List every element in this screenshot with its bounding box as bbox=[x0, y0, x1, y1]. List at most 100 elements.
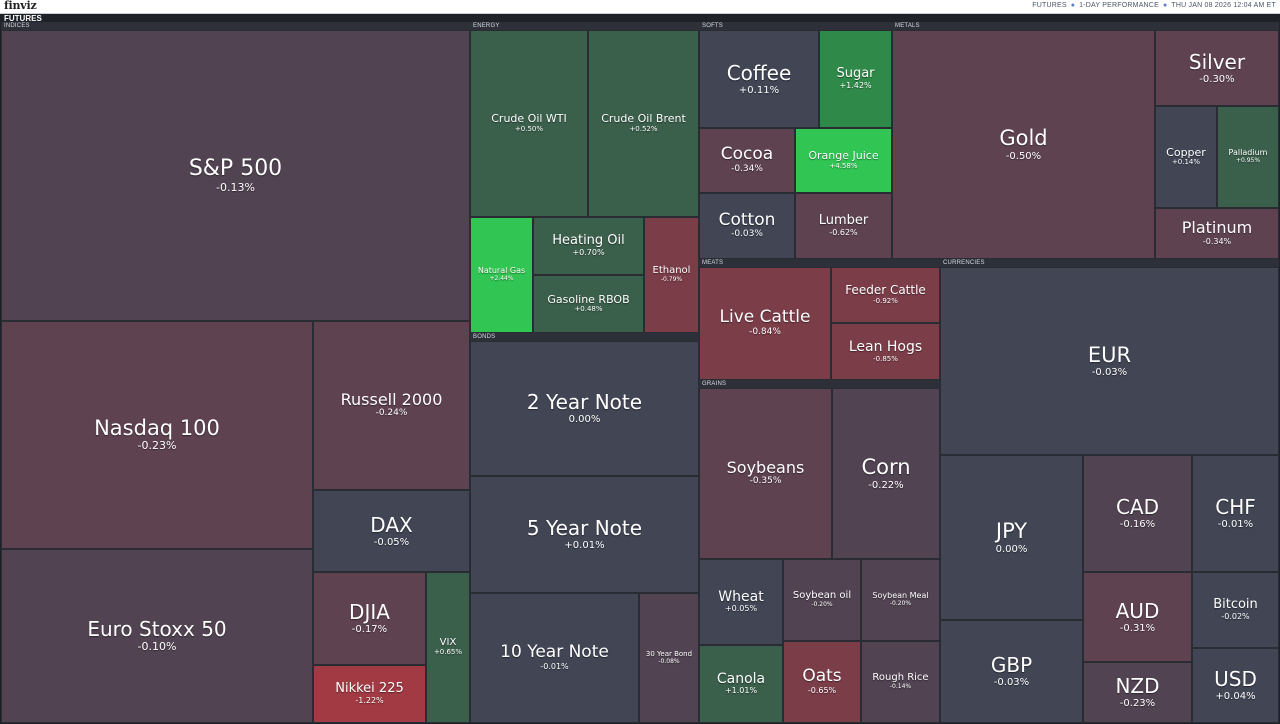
tile-name: 30 Year Bond bbox=[645, 649, 693, 658]
tile-change: +0.14% bbox=[1171, 158, 1201, 167]
tile-2-year-note[interactable]: 2 Year Note 0.00% bbox=[470, 341, 699, 476]
tile-name: Palladium bbox=[1228, 148, 1268, 157]
tile-crude-oil-wti[interactable]: Crude Oil WTI +0.50% bbox=[470, 30, 588, 217]
tile-name: AUD bbox=[1115, 598, 1160, 623]
finviz-logo[interactable]: finviz bbox=[4, 0, 37, 12]
tile-change: -0.85% bbox=[873, 354, 898, 363]
tile-name: Orange Juice bbox=[808, 149, 879, 163]
tile-jpy[interactable]: JPY 0.00% bbox=[940, 455, 1083, 620]
sector-header: GRAINS bbox=[702, 381, 727, 387]
tile-name: DJIA bbox=[349, 600, 390, 624]
tile-change: -0.10% bbox=[137, 639, 177, 653]
tile-name: Ethanol bbox=[652, 264, 691, 276]
tile-name: EUR bbox=[1087, 342, 1132, 367]
tile-bitcoin[interactable]: Bitcoin -0.02% bbox=[1192, 572, 1279, 648]
tile-change: -0.08% bbox=[658, 657, 680, 665]
tile-name: Wheat bbox=[718, 588, 764, 605]
tile-djia[interactable]: DJIA -0.17% bbox=[313, 572, 426, 665]
tile-soybeans[interactable]: Soybeans -0.35% bbox=[699, 388, 832, 559]
tile-crude-oil-brent[interactable]: Crude Oil Brent +0.52% bbox=[588, 30, 699, 217]
tile-name: Copper bbox=[1166, 145, 1206, 159]
tile-change: +2.44% bbox=[489, 275, 514, 283]
tile-cocoa[interactable]: Cocoa -0.34% bbox=[699, 128, 795, 193]
page-title: FUTURES bbox=[4, 14, 42, 23]
tile-usd[interactable]: USD +0.04% bbox=[1192, 648, 1279, 723]
tile-change: -0.01% bbox=[1217, 519, 1254, 530]
tile-change: -0.23% bbox=[1119, 698, 1156, 709]
tile-name: Gasoline RBOB bbox=[547, 292, 630, 306]
tile-change: -0.50% bbox=[1005, 150, 1042, 162]
tile-sp500[interactable]: S&P 500 -0.13% bbox=[1, 30, 470, 321]
tile-wheat[interactable]: Wheat +0.05% bbox=[699, 559, 783, 645]
tile-gold[interactable]: Gold -0.50% bbox=[892, 30, 1155, 259]
tile-name: NZD bbox=[1115, 674, 1160, 698]
tile-palladium[interactable]: Palladium +0.95% bbox=[1217, 106, 1279, 208]
tile-cad[interactable]: CAD -0.16% bbox=[1083, 455, 1192, 572]
tile-soybean-oil[interactable]: Soybean oil -0.20% bbox=[783, 559, 861, 641]
tile-change: +0.52% bbox=[629, 124, 658, 133]
tile-30-year-bond[interactable]: 30 Year Bond -0.08% bbox=[639, 593, 699, 723]
tile-change: -0.01% bbox=[540, 662, 569, 672]
tile-name: VIX bbox=[439, 636, 457, 648]
tile-change: +1.01% bbox=[724, 686, 758, 696]
tile-lumber[interactable]: Lumber -0.62% bbox=[795, 193, 892, 259]
tile-rough-rice[interactable]: Rough Rice -0.14% bbox=[861, 641, 940, 723]
tile-aud[interactable]: AUD -0.31% bbox=[1083, 572, 1192, 662]
tile-change: -0.16% bbox=[1119, 519, 1156, 530]
tile-change: +0.50% bbox=[514, 124, 544, 133]
tile-change: -0.92% bbox=[873, 296, 898, 305]
tile-10-year-note[interactable]: 10 Year Note -0.01% bbox=[470, 593, 639, 723]
tile-copper[interactable]: Copper +0.14% bbox=[1155, 106, 1217, 208]
tile-name: Feeder Cattle bbox=[845, 283, 926, 298]
tile-heating-oil[interactable]: Heating Oil +0.70% bbox=[533, 217, 644, 275]
tile-name: Russell 2000 bbox=[340, 389, 443, 409]
tile-change: -0.13% bbox=[216, 180, 255, 194]
tile-name: Soybean oil bbox=[792, 589, 852, 601]
tile-orange-juice[interactable]: Orange Juice +4.58% bbox=[795, 128, 892, 193]
sector-header: METALS bbox=[895, 23, 920, 29]
tile-oats[interactable]: Oats -0.65% bbox=[783, 641, 861, 723]
tile-dax[interactable]: DAX -0.05% bbox=[313, 490, 470, 572]
tile-natural-gas[interactable]: Natural Gas +2.44% bbox=[470, 217, 533, 333]
tile-platinum[interactable]: Platinum -0.34% bbox=[1155, 208, 1279, 259]
tile-soybean-meal[interactable]: Soybean Meal -0.20% bbox=[861, 559, 940, 641]
tile-name: CHF bbox=[1215, 495, 1256, 519]
sector-header: SOFTS bbox=[702, 23, 724, 29]
tile-corn[interactable]: Corn -0.22% bbox=[832, 388, 940, 559]
tile-name: Oats bbox=[802, 666, 842, 687]
tile-live-cattle[interactable]: Live Cattle -0.84% bbox=[699, 267, 831, 380]
tile-nzd[interactable]: NZD -0.23% bbox=[1083, 662, 1192, 723]
tile-name: Nikkei 225 bbox=[335, 681, 404, 697]
tile-change: +1.42% bbox=[839, 80, 872, 90]
tile-canola[interactable]: Canola +1.01% bbox=[699, 645, 783, 723]
tile-cotton[interactable]: Cotton -0.03% bbox=[699, 193, 795, 259]
tile-change: -0.03% bbox=[1091, 367, 1128, 379]
tile-euro-stoxx-50[interactable]: Euro Stoxx 50 -0.10% bbox=[1, 549, 313, 723]
tile-name: JPY bbox=[995, 519, 1028, 544]
tile-name: Silver bbox=[1188, 49, 1246, 74]
tile-5-year-note[interactable]: 5 Year Note +0.01% bbox=[470, 476, 699, 593]
tile-chf[interactable]: CHF -0.01% bbox=[1192, 455, 1279, 572]
tile-name: 10 Year Note bbox=[500, 642, 609, 663]
tile-gbp[interactable]: GBP -0.03% bbox=[940, 620, 1083, 723]
tile-feeder-cattle[interactable]: Feeder Cattle -0.92% bbox=[831, 267, 940, 323]
tile-change: -0.20% bbox=[811, 601, 833, 609]
sector-indices: INDICES S&P 500 -0.13% Nasdaq 100 -0.23%… bbox=[1, 22, 470, 723]
sector-bonds: BONDS 2 Year Note 0.00% 5 Year Note +0.0… bbox=[470, 333, 699, 723]
tile-ethanol[interactable]: Ethanol -0.79% bbox=[644, 217, 699, 333]
tile-nikkei-225[interactable]: Nikkei 225 -1.22% bbox=[313, 665, 426, 723]
separator-dot-icon: ● bbox=[1070, 2, 1076, 9]
tile-sugar[interactable]: Sugar +1.42% bbox=[819, 30, 892, 128]
tile-eur[interactable]: EUR -0.03% bbox=[940, 267, 1279, 455]
sector-currencies: CURRENCIES EUR -0.03% JPY 0.00% CAD -0.1… bbox=[940, 259, 1279, 723]
sector-header: CURRENCIES bbox=[943, 260, 985, 266]
tile-name: Crude Oil Brent bbox=[601, 112, 686, 126]
tile-russell-2000[interactable]: Russell 2000 -0.24% bbox=[313, 321, 470, 490]
tile-name: GBP bbox=[990, 653, 1033, 677]
tile-vix[interactable]: VIX +0.65% bbox=[426, 572, 470, 723]
tile-coffee[interactable]: Coffee +0.11% bbox=[699, 30, 819, 128]
tile-lean-hogs[interactable]: Lean Hogs -0.85% bbox=[831, 323, 940, 380]
tile-nasdaq-100[interactable]: Nasdaq 100 -0.23% bbox=[1, 321, 313, 549]
tile-silver[interactable]: Silver -0.30% bbox=[1155, 30, 1279, 106]
tile-gasoline-rbob[interactable]: Gasoline RBOB +0.48% bbox=[533, 275, 644, 333]
